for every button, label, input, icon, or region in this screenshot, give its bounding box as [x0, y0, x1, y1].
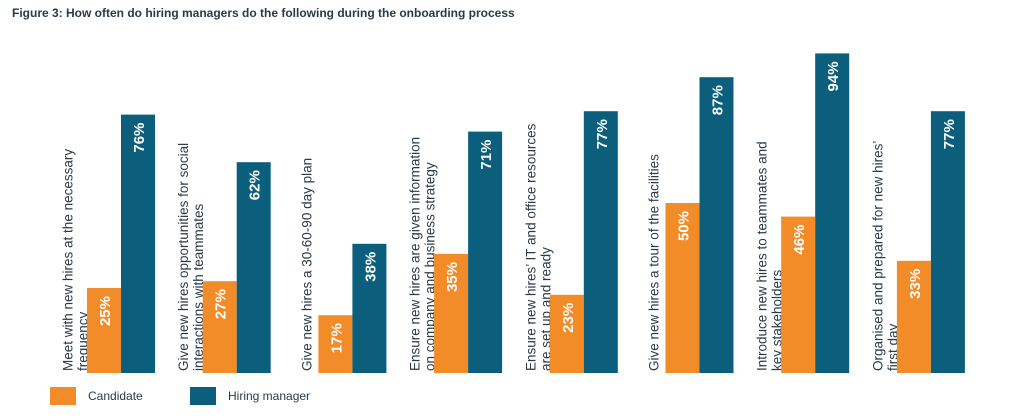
- bar-candidate: [549, 294, 584, 373]
- value-label-hiring-manager: 62%: [247, 170, 264, 200]
- category-label: Meet with new hires at the necessary: [61, 149, 76, 371]
- value-label-hiring-manager: 87%: [710, 85, 727, 115]
- value-label-candidate: 46%: [791, 225, 808, 255]
- legend-item-candidate: Candidate: [50, 387, 143, 405]
- bar-hiring-manager: [352, 243, 387, 373]
- bar-candidate: [665, 203, 700, 373]
- bar-candidate: [87, 288, 121, 373]
- category-label: first day: [885, 323, 900, 371]
- bar-candidate: [202, 281, 237, 373]
- legend-label-candidate: Candidate: [88, 389, 143, 403]
- value-label-hiring-manager: 71%: [478, 140, 495, 170]
- bar-hiring-manager: [468, 131, 503, 373]
- value-label-candidate: 17%: [328, 323, 345, 353]
- chart-title: Figure 3: How often do hiring managers d…: [12, 6, 515, 20]
- value-label-hiring-manager: 94%: [825, 61, 842, 91]
- bar-candidate: [434, 254, 469, 373]
- category-label: Give new hires a 30-60-90 day plan: [299, 158, 314, 371]
- category-label: Give new hires opportunities for social: [176, 143, 191, 371]
- value-label-hiring-manager: 76%: [131, 123, 148, 153]
- value-label-candidate: 25%: [97, 296, 114, 326]
- bar-hiring-manager: [583, 111, 618, 373]
- category-label: Introduce new hires to teammates and: [755, 141, 770, 371]
- legend-item-hiring-manager: Hiring manager: [190, 387, 310, 405]
- bar-hiring-manager: [236, 162, 271, 373]
- legend-swatch-candidate: [50, 387, 76, 405]
- bar-candidate: [896, 260, 931, 373]
- bar-candidate: [318, 315, 353, 373]
- category-label: are set up and ready: [538, 247, 553, 371]
- bar-candidate: [781, 216, 816, 373]
- value-label-candidate: 50%: [676, 211, 693, 241]
- bar-hiring-manager: [815, 53, 850, 374]
- value-label-hiring-manager: 38%: [362, 252, 379, 282]
- value-label-hiring-manager: 77%: [594, 119, 611, 149]
- value-label-candidate: 35%: [444, 262, 461, 292]
- category-label: key stakeholders: [770, 269, 785, 371]
- value-label-hiring-manager: 77%: [941, 119, 958, 149]
- bar-hiring-manager: [699, 77, 734, 373]
- legend-swatch-hiring-manager: [190, 387, 216, 405]
- category-label: Ensure new hires’ IT and office resource…: [523, 123, 538, 371]
- category-label: frequency: [76, 311, 91, 371]
- bar-hiring-manager: [930, 111, 965, 373]
- value-label-candidate: 33%: [907, 269, 924, 299]
- value-label-candidate: 23%: [560, 303, 577, 333]
- category-label: Give new hires a tour of the facilities: [647, 154, 662, 371]
- category-label: on company and business strategy: [423, 162, 438, 371]
- category-label: Ensure new hires are given information: [408, 137, 423, 371]
- category-label: Organised and prepared for new hires’: [870, 141, 885, 371]
- category-label: interactions with teammates: [191, 203, 206, 371]
- value-label-candidate: 27%: [213, 289, 230, 319]
- bar-hiring-manager: [121, 114, 155, 373]
- legend-label-hiring-manager: Hiring manager: [228, 389, 311, 403]
